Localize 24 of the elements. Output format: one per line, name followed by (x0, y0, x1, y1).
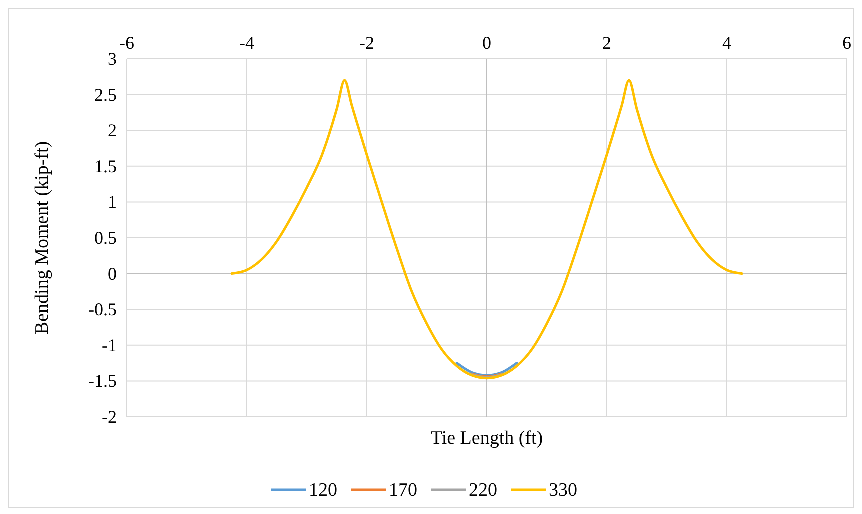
y-tick-label: 2.5 (94, 84, 117, 105)
x-tick-label: 2 (602, 33, 612, 53)
x-tick-label: -2 (360, 33, 374, 53)
legend-label: 120 (309, 480, 338, 501)
y-tick-label: 0.5 (94, 228, 117, 248)
x-axis-title: Tie Length (ft) (430, 428, 544, 449)
y-tick-label: 2 (108, 120, 117, 141)
y-tick-label: 1.5 (94, 156, 117, 176)
x-tick-label: 4 (722, 33, 732, 53)
x-tick-label: -6 (120, 33, 134, 53)
x-tick-label: -4 (240, 33, 254, 53)
legend-label: 330 (549, 480, 578, 501)
x-tick-label: 0 (482, 33, 492, 53)
y-tick-label: -1 (102, 335, 117, 356)
legend-label: 170 (389, 480, 418, 501)
y-tick-label: -0.5 (88, 300, 117, 320)
y-tick-label: 3 (108, 49, 117, 69)
y-tick-label: -1.5 (88, 371, 117, 392)
legend-label: 220 (469, 480, 498, 501)
x-tick-label: 6 (842, 33, 852, 53)
y-tick-label: -2 (102, 407, 117, 427)
y-axis-title: Bending Moment (kip-ft) (32, 141, 53, 335)
y-tick-label: 0 (108, 264, 117, 284)
y-tick-label: 1 (108, 192, 117, 212)
